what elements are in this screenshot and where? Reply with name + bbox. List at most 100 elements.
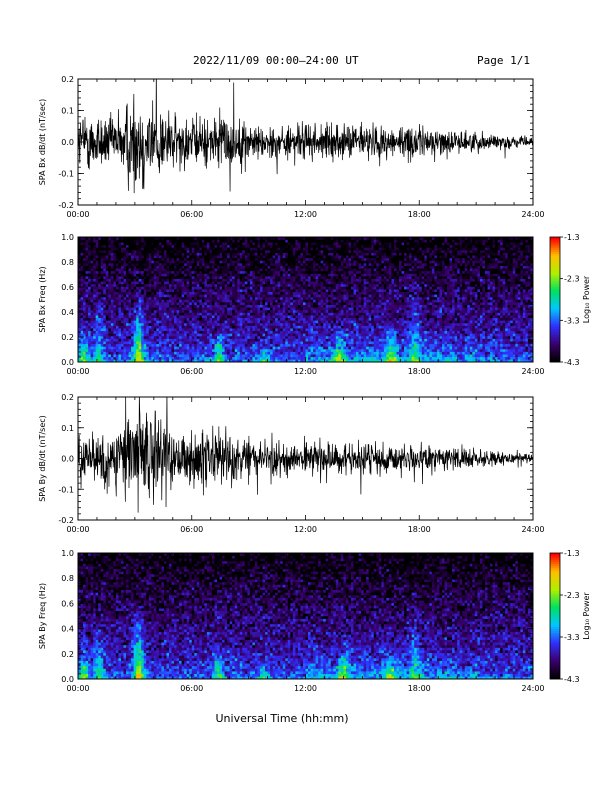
spectrogram-cell	[295, 247, 299, 251]
spectrogram-cell	[242, 333, 246, 337]
spectrogram-cell	[126, 304, 129, 308]
spectrogram-cell	[126, 359, 129, 362]
spectrogram-cell	[186, 312, 190, 316]
spectrogram-cell	[83, 322, 86, 326]
y-tick-label: 0.1	[61, 107, 74, 116]
spectrogram-cell	[229, 260, 233, 264]
spectrogram-cell	[300, 330, 304, 334]
spectrogram-cell	[156, 273, 160, 277]
spectrogram-cell	[146, 278, 150, 282]
spectrogram-cell	[133, 265, 137, 269]
spectrogram-cell	[85, 237, 89, 240]
spectrogram-cell	[103, 242, 107, 246]
spectrogram-cell	[232, 312, 236, 316]
spectrogram-cell	[93, 333, 96, 337]
spectrogram-cell	[118, 296, 122, 300]
spectrogram-cell	[219, 260, 223, 264]
spectrogram-cell	[201, 302, 205, 305]
spectrogram-cell	[83, 244, 86, 248]
spectrogram-cell	[196, 351, 200, 355]
spectrogram-cell	[100, 356, 104, 360]
spectrogram-cell	[98, 283, 102, 287]
spectrogram-cell	[189, 286, 193, 290]
spectrogram-cell	[118, 346, 122, 350]
spectrogram-cell	[196, 260, 200, 264]
spectrogram-cell	[217, 276, 220, 279]
spectrogram-cell	[204, 341, 208, 345]
spectrogram-cell	[189, 348, 193, 352]
spectrogram-cell	[222, 299, 225, 303]
spectrogram-cell	[184, 265, 187, 269]
spectrogram-cell	[232, 250, 236, 253]
spectrogram-cell	[222, 260, 225, 264]
spectrogram-cell	[201, 289, 205, 292]
spectrogram-cell	[237, 268, 241, 272]
spectrogram-cell	[270, 263, 273, 266]
spectrogram-cell	[98, 263, 102, 266]
spectrogram-cell	[315, 348, 319, 352]
spectrogram-cell	[209, 304, 213, 308]
spectrogram-cell	[83, 328, 86, 332]
spectrogram-cell	[83, 309, 86, 313]
spectrogram-cell	[156, 325, 160, 329]
spectrogram-cell	[133, 322, 137, 326]
spectrogram-cell	[222, 250, 225, 253]
spectrogram-cell	[285, 291, 289, 295]
spectrogram-cell	[313, 322, 316, 326]
spectrogram-cell	[214, 296, 218, 300]
spectrogram-cell	[232, 315, 236, 319]
spectrogram-cell	[163, 346, 167, 350]
spectrogram-cell	[214, 278, 218, 282]
spectrogram-cell	[93, 296, 96, 300]
spectrogram-cell	[219, 286, 223, 290]
spectrogram-cell	[275, 276, 278, 279]
spectrogram-cell	[287, 330, 291, 334]
spectrogram-cell	[186, 270, 190, 274]
spectrogram-cell	[126, 250, 129, 253]
spectrogram-cell	[163, 315, 167, 319]
spectrogram-cell	[163, 356, 167, 360]
spectrogram-cell	[83, 341, 86, 345]
spectrogram-cell	[330, 268, 334, 272]
spectrogram-cell	[151, 343, 155, 347]
spectrogram-cell	[318, 250, 321, 253]
spectrogram-cell	[110, 304, 114, 308]
spectrogram-cell	[313, 312, 316, 316]
spectrogram-cell	[181, 268, 185, 272]
spectrogram-cell	[267, 315, 271, 319]
spectrogram-cell	[244, 291, 248, 295]
spectrogram-cell	[138, 348, 142, 352]
spectrogram-cell	[277, 260, 281, 264]
spectrogram-cell	[93, 283, 96, 287]
spectrogram-cell	[252, 325, 256, 329]
spectrogram-cell	[133, 252, 137, 256]
spectrogram-cell	[161, 263, 165, 266]
spectrogram-cell	[285, 299, 289, 303]
spectrogram-cell	[186, 294, 190, 298]
spectrogram-cell	[320, 359, 324, 362]
spectrogram-cell	[300, 291, 304, 295]
spectrogram-cell	[295, 281, 299, 285]
spectrogram-cell	[88, 343, 91, 347]
spectrogram-cell	[323, 273, 327, 277]
spectrogram-cell	[133, 346, 137, 350]
spectrogram-cell	[108, 247, 112, 251]
spectrogram-cell	[166, 317, 170, 321]
spectrogram-cell	[105, 307, 109, 311]
spectrogram-cell	[323, 294, 327, 298]
spectrogram-cell	[330, 356, 334, 360]
spectrogram-cell	[292, 237, 296, 240]
spectrogram-cell	[310, 335, 314, 339]
spectrogram-cell	[163, 322, 167, 326]
spectrogram-cell	[123, 252, 127, 256]
spectrogram-cell	[285, 335, 289, 339]
spectrogram-cell	[141, 250, 145, 253]
spectrogram-cell	[105, 312, 109, 316]
spectrogram-cell	[267, 328, 271, 332]
spectrogram-cell	[252, 296, 256, 300]
spectrogram-cell	[300, 341, 304, 345]
spectrogram-cell	[219, 299, 223, 303]
spectrogram-cell	[78, 354, 81, 358]
spectrogram-cell	[148, 354, 152, 358]
spectrogram-cell	[247, 302, 251, 305]
